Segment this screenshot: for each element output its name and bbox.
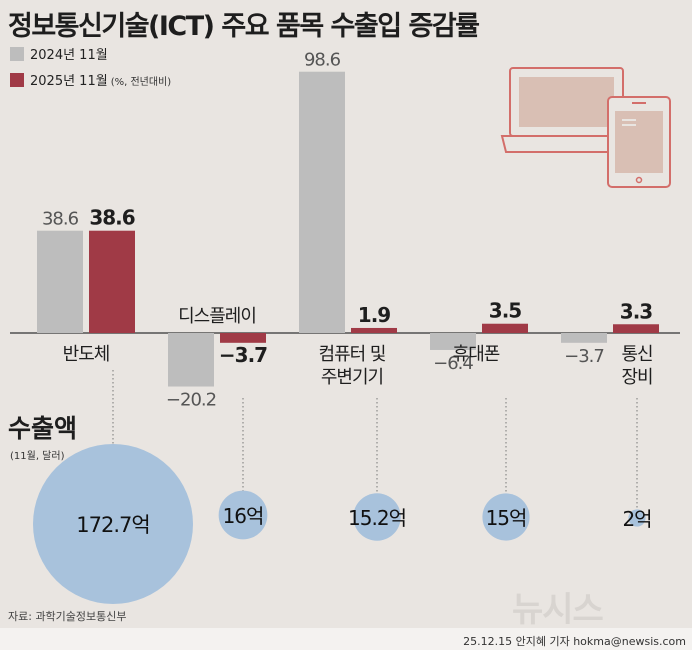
- bar-2024: [37, 230, 83, 333]
- bar-value-label: −3.7: [564, 346, 604, 367]
- category-label: 휴대폰: [453, 344, 500, 365]
- export-value-label: 15.2억: [348, 506, 406, 530]
- bar-2024: [299, 71, 345, 334]
- exports-subtitle: (11월, 달러): [10, 450, 65, 462]
- bar-value-label: 38.6: [89, 206, 134, 230]
- bar-2024: [430, 333, 476, 350]
- footer-band: [0, 628, 692, 650]
- bars: 38.6 −20.2 98.6 −6.4 −3.7 38.6 −3.7 1.9 3.5 3.3 반도…: [10, 50, 680, 411]
- export-value-label: 2억: [622, 507, 651, 531]
- bar-value-label: 3.5: [489, 299, 522, 323]
- export-bubbles: 172.7억 16억 15.2억 15억 2억: [33, 444, 653, 604]
- leader-lines: [112, 370, 638, 510]
- bar-value-label: 1.9: [358, 303, 391, 327]
- legend-item-2025: 2025년 11월 (%, 전년대비): [10, 70, 171, 89]
- exports-title: 수출액: [8, 414, 77, 443]
- bar-value-label: 38.6: [42, 209, 79, 230]
- bar-value-label: 3.3: [620, 299, 653, 323]
- bar-value-label: 98.6: [304, 50, 341, 71]
- legend-swatch-2025: [10, 73, 24, 87]
- export-value-label: 172.7억: [76, 513, 149, 537]
- bar-2024: [561, 333, 607, 343]
- bar-2025: [482, 323, 528, 333]
- category-label: 컴퓨터 및: [319, 344, 386, 365]
- bar-value-label: −20.2: [166, 390, 216, 411]
- export-bubble: [218, 490, 268, 540]
- bar-value-label: −6.4: [433, 353, 473, 374]
- category-label: 장비: [621, 367, 652, 388]
- category-label: 반도체: [63, 344, 110, 365]
- bar-2025: [220, 333, 266, 343]
- legend-swatch-2024: [10, 47, 24, 61]
- category-label: 주변기기: [321, 367, 383, 388]
- tablet-button: [635, 176, 643, 184]
- export-value-label: 16억: [223, 504, 264, 528]
- bar-2025: [89, 230, 135, 333]
- export-bubble: [33, 444, 193, 604]
- bar-2025: [351, 327, 397, 333]
- export-bubble: [628, 509, 646, 527]
- legend-label-2025: 2025년 11월: [30, 74, 108, 89]
- export-value-label: 15억: [486, 506, 527, 530]
- laptop-display: [519, 77, 614, 127]
- chart-title: 정보통신기술(ICT) 주요 품목 수출입 증감률: [8, 11, 480, 42]
- export-bubble: [353, 493, 401, 541]
- legend-item-2024: 2024년 11월: [10, 44, 108, 63]
- bar-2024: [168, 333, 214, 387]
- bar-2025: [613, 324, 659, 333]
- watermark-logo: 뉴시스: [512, 590, 604, 630]
- bar-value-label: −3.7: [219, 343, 267, 367]
- export-bubble: [482, 493, 530, 541]
- legend-label-2024: 2024년 11월: [30, 48, 108, 63]
- category-label: 디스플레이: [178, 306, 256, 327]
- category-label: 통신: [621, 344, 652, 365]
- source-note: 자료: 과학기술정보통신부: [8, 610, 127, 623]
- laptop-tablet-icon: [500, 67, 671, 188]
- credit-line: 25.12.15 안지혜 기자 hokma@newsis.com: [463, 635, 686, 648]
- legend-unit-note: (%, 전년대비): [110, 77, 172, 88]
- tablet-display: [615, 111, 663, 173]
